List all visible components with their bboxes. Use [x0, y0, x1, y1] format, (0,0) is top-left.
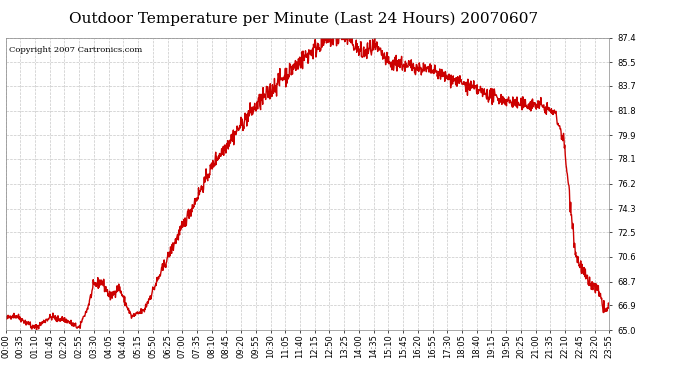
Text: Outdoor Temperature per Minute (Last 24 Hours) 20070607: Outdoor Temperature per Minute (Last 24 …	[69, 11, 538, 26]
Text: Copyright 2007 Cartronics.com: Copyright 2007 Cartronics.com	[8, 46, 141, 54]
